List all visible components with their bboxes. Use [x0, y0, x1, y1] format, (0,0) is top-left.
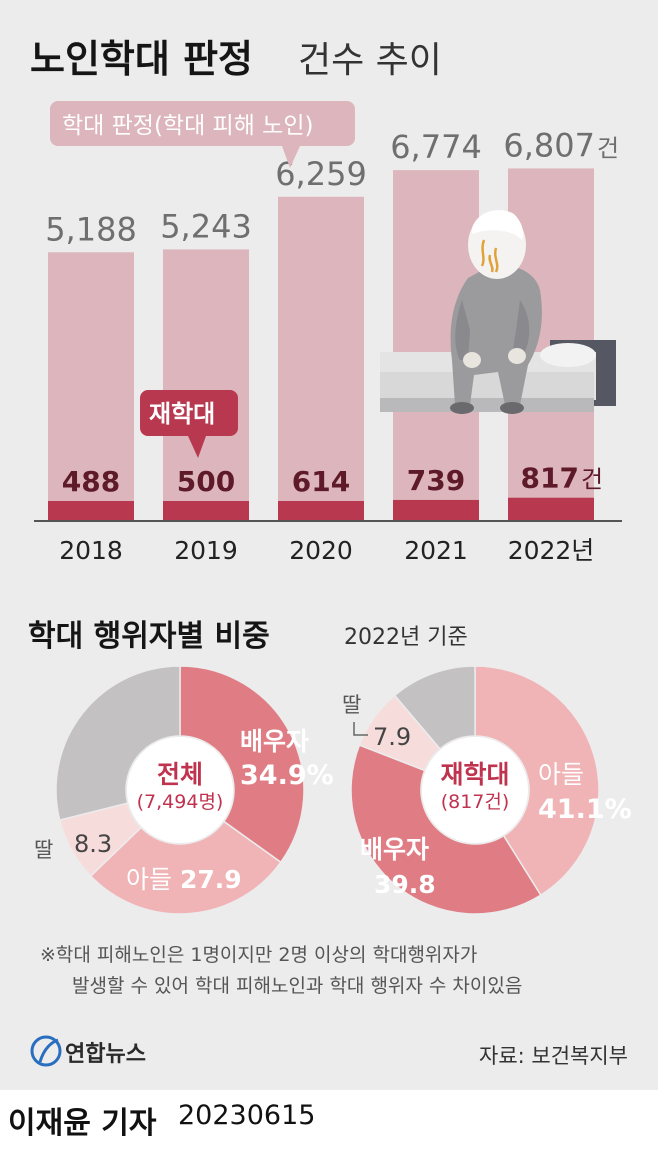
bar-total-value-label: 5,188: [45, 210, 137, 248]
bed-frame: [380, 398, 594, 412]
x-tick-label: 2022년: [508, 536, 595, 565]
bar-total-unit-label: 건: [597, 134, 619, 162]
person-foot-right: [500, 402, 524, 414]
bar-repeat-value-label: 739: [407, 464, 465, 497]
person-arm-left: [455, 300, 470, 360]
donut-total-label-daughter-value: 8.3: [74, 830, 112, 858]
donut-slice-배우자: [179, 665, 305, 864]
donut-repeat-label-daughter-value: 7.9: [373, 723, 411, 751]
bar-total-value-label: 6,774: [390, 128, 482, 166]
bar-repeat-2019: [163, 501, 249, 521]
page-title-suffix: 건수 추이: [298, 40, 442, 81]
donut-slice-기타: [393, 665, 476, 750]
callout-repeat: 재학대: [140, 390, 238, 458]
bar-repeat-2022년: [508, 497, 594, 521]
person-hair: [472, 210, 524, 240]
donut-repeat-label-spouse-name: 배우자: [360, 835, 429, 864]
donut-slice-배우자: [350, 744, 542, 915]
page-title: 노인학대 판정: [30, 37, 253, 81]
person-body: [450, 265, 542, 405]
donut-repeat-label-son-value: 41.1%: [538, 794, 632, 825]
repeat-bars: [48, 497, 594, 521]
bar-total-2019: [163, 249, 249, 521]
person-hand-right: [508, 348, 526, 364]
donut-total: [55, 665, 305, 915]
bar-total-value-label: 6,807: [503, 126, 595, 164]
yonhap-logo-swoosh: [38, 1038, 59, 1063]
donut-total-label-spouse-name: 배우자: [240, 727, 309, 756]
bar-total-2020: [278, 196, 364, 521]
donut-total-label-daughter-name: 딸: [34, 838, 53, 862]
donut-repeat-center-title: 재학대: [440, 760, 509, 789]
bar-total-value-label: 5,243: [160, 207, 252, 245]
donut-repeat-daughter-leader: [353, 722, 368, 736]
bar-repeat-value-label: 614: [292, 465, 350, 498]
callout-repeat-label: 재학대: [149, 400, 215, 428]
x-tick-label: 2021: [404, 536, 468, 565]
callout-total-pointer: [282, 146, 300, 168]
byline-bar: [0, 1090, 658, 1164]
x-axis-labels: 2018 2019 2020 2021 2022년: [59, 536, 594, 565]
repeat-value-labels: 488 500 614 739 817 건: [62, 462, 603, 498]
person-hand-left: [463, 352, 481, 368]
section2-subtitle: 2022년 기준: [344, 625, 468, 650]
donut-total-label-spouse-value: 34.9%: [240, 760, 334, 791]
section2-title: 학대 행위자별 비중: [28, 619, 270, 654]
callout-total-box: [50, 101, 355, 146]
yonhap-logo: 연합뉴스: [30, 1035, 146, 1067]
footnote-line-1: ※학대 피해노인은 1명이지만 2명 이상의 학대행위자가: [40, 944, 477, 966]
yonhap-logo-text: 연합뉴스: [65, 1041, 146, 1067]
pillow: [540, 343, 596, 367]
callout-total: 학대 판정(학대 피해 노인): [50, 101, 355, 168]
donut-repeat-label-daughter-name: 딸: [342, 693, 361, 717]
person-arm-right: [512, 300, 530, 358]
bar-repeat-2021: [393, 499, 479, 521]
donut-repeat-label-son-name: 아들: [538, 760, 584, 789]
bar-repeat-2018: [48, 501, 134, 521]
x-tick-label: 2020: [289, 536, 353, 565]
publish-date: 20230615: [178, 1100, 316, 1131]
donut-repeat-center-sub: (817건): [441, 791, 510, 813]
donut-center: [422, 737, 528, 843]
footnote-line-2: 발생할 수 있어 학대 피해노인과 학대 행위자 수 차이있음: [72, 975, 522, 997]
callout-repeat-box: [140, 390, 238, 436]
yonhap-logo-mark: [30, 1035, 62, 1067]
person-foot-left: [450, 402, 474, 414]
donut-slice-아들: [89, 820, 282, 915]
bar-repeat-unit-label: 건: [581, 466, 603, 494]
bar-total-2018: [48, 252, 134, 521]
reporter-name: 이재윤 기자: [8, 1106, 157, 1141]
donut-slice-기타: [55, 665, 181, 821]
x-tick-label: 2018: [59, 536, 123, 565]
callout-repeat-pointer: [188, 436, 206, 458]
x-tick-label: 2019: [174, 536, 238, 565]
donut-total-label-son-value: 27.9: [180, 865, 242, 894]
elderly-person-illustration: [380, 210, 616, 414]
donut-center: [127, 737, 233, 843]
donut-repeat: [350, 665, 600, 915]
bar-repeat-value-label: 488: [62, 465, 120, 498]
donut-slice-아들: [474, 665, 600, 897]
bar-repeat-value-label: 817: [521, 462, 579, 495]
source-credit: 자료: 보건복지부: [479, 1044, 628, 1068]
person-face-lines: [480, 239, 499, 273]
donut-total-center-sub: (7,494명): [137, 791, 224, 813]
donut-total-label-son-name: 아들: [126, 865, 172, 894]
bar-repeat-2020: [278, 501, 364, 521]
donut-repeat-label-spouse-value: 39.8: [374, 870, 436, 899]
bed-mattress-side: [380, 372, 594, 398]
callout-total-label: 학대 판정(학대 피해 노인): [62, 113, 313, 139]
bar-repeat-value-label: 500: [177, 465, 235, 498]
donut-total-center-title: 전체: [157, 760, 203, 789]
